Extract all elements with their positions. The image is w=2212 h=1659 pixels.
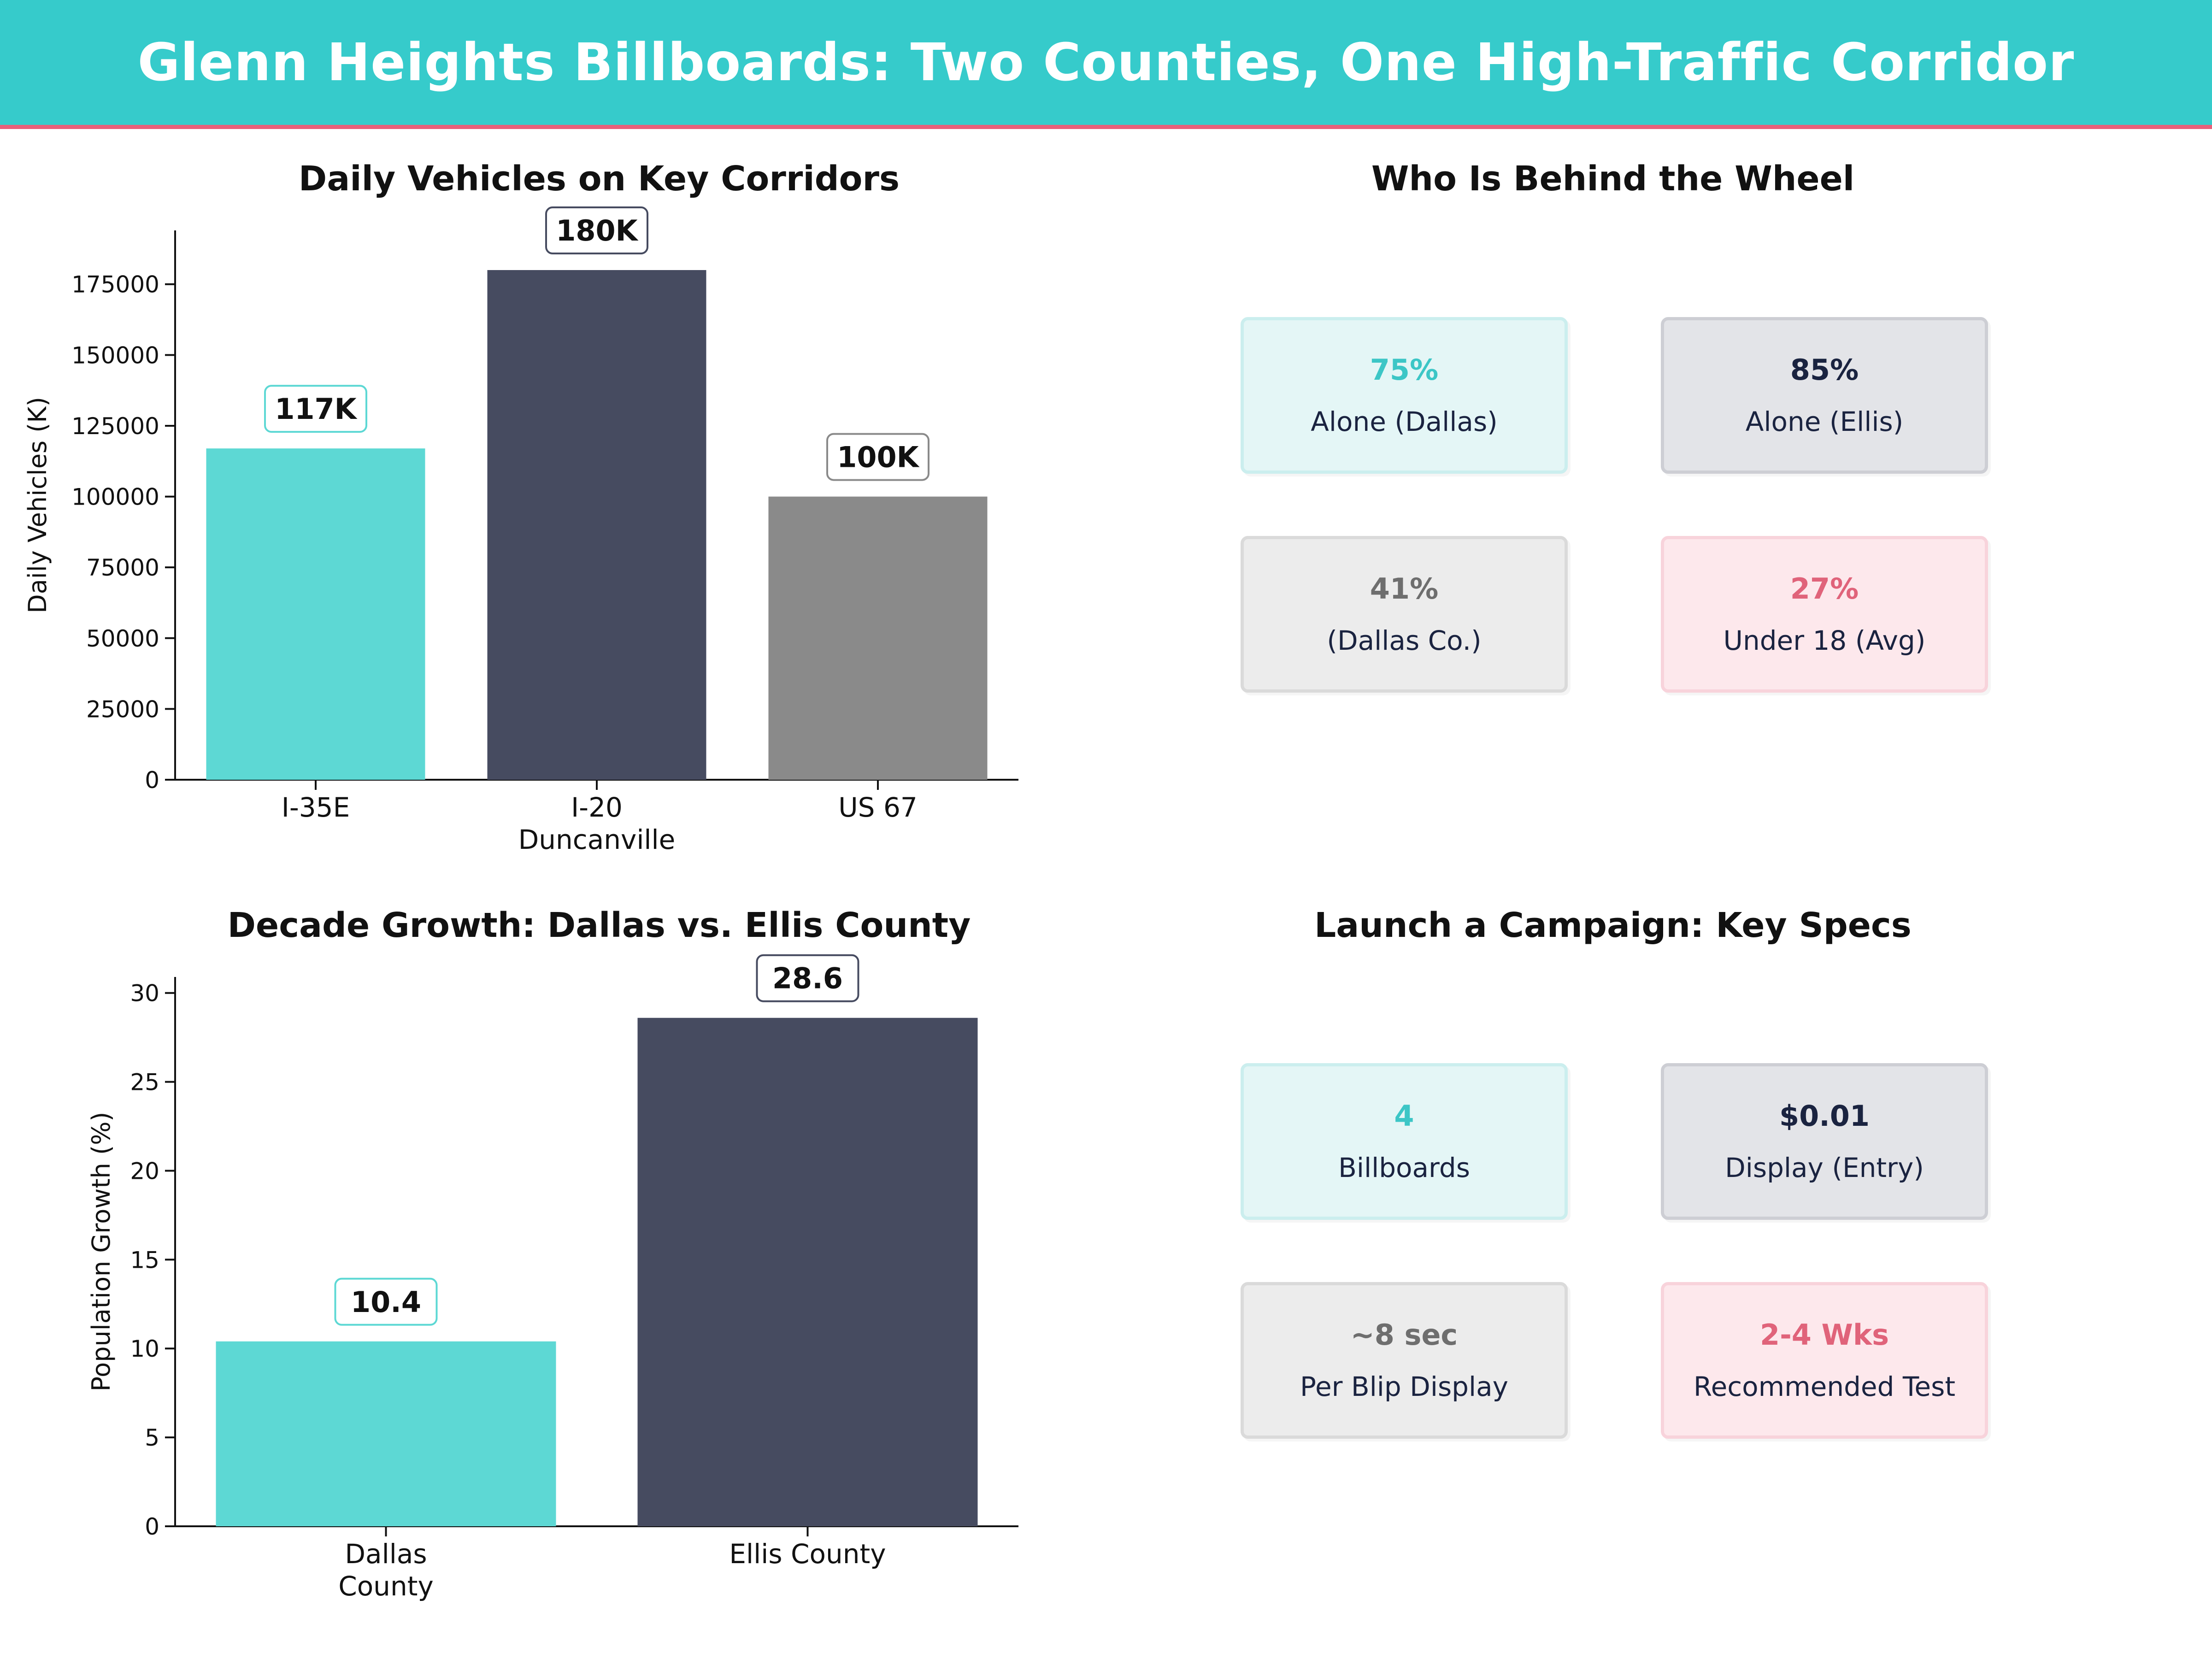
y-tick-label: 175000 <box>71 271 159 298</box>
data-label: 100K <box>837 441 919 474</box>
y-tick-label: 0 <box>145 767 159 794</box>
data-label-box <box>264 385 367 433</box>
data-label: 28.6 <box>772 962 843 995</box>
spec-label: Display (Entry) <box>1725 1152 1924 1183</box>
y-tick-label: 100000 <box>71 484 159 511</box>
stat-value: 27% <box>1790 572 1859 606</box>
data-label: 180K <box>556 214 638 247</box>
x-tick-label: Duncanville <box>518 824 676 855</box>
bar <box>206 448 425 780</box>
x-tick-label: I-20 <box>571 792 623 823</box>
stat-card-alone-ellis: 85% Alone (Ellis) <box>1661 317 1988 474</box>
data-label: 10.4 <box>351 1285 421 1319</box>
y-axis-label: Daily Vehicles (K) <box>23 397 52 613</box>
x-tick-label: County <box>338 1571 434 1602</box>
y-tick-label: 10 <box>130 1335 159 1362</box>
data-label-box <box>826 433 930 481</box>
spec-card-blip-display: ~8 sec Per Blip Display <box>1241 1282 1568 1439</box>
y-tick-label: 150000 <box>71 342 159 369</box>
y-tick-label: 15 <box>130 1247 159 1273</box>
stat-value: 85% <box>1790 353 1859 387</box>
x-tick-label: Ellis County <box>729 1538 886 1570</box>
stat-card-alone-dallas: 75% Alone (Dallas) <box>1241 317 1568 474</box>
data-label-box <box>334 1277 438 1326</box>
data-label-box <box>545 206 648 255</box>
bar <box>216 1341 556 1526</box>
page-title: Glenn Heights Billboards: Two Counties, … <box>137 32 2075 93</box>
specs-panel-title: Launch a Campaign: Key Specs <box>1314 906 1912 945</box>
x-tick-label: I-35E <box>282 792 350 823</box>
stat-label: Alone (Ellis) <box>1745 406 1904 437</box>
spec-card-billboards: 4 Billboards <box>1241 1063 1568 1220</box>
y-tick-label: 5 <box>145 1424 159 1451</box>
spec-value: ~8 sec <box>1350 1318 1458 1352</box>
y-tick-label: 25 <box>130 1069 159 1096</box>
stat-card-under-18: 27% Under 18 (Avg) <box>1661 536 1988 693</box>
stat-value: 41% <box>1370 572 1439 606</box>
y-tick-label: 50000 <box>86 625 159 652</box>
x-tick-label: Dallas <box>345 1538 427 1570</box>
stat-label: (Dallas Co.) <box>1327 625 1482 656</box>
header-banner: Glenn Heights Billboards: Two Counties, … <box>0 0 2212 129</box>
drivers-panel-title: Who Is Behind the Wheel <box>1371 159 1855 199</box>
spec-value: 2-4 Wks <box>1759 1318 1889 1352</box>
spec-label: Per Blip Display <box>1300 1371 1508 1402</box>
x-tick-label: US 67 <box>838 792 918 823</box>
y-tick-label: 75000 <box>86 554 159 581</box>
spec-label: Billboards <box>1338 1152 1470 1183</box>
y-tick-label: 125000 <box>71 413 159 440</box>
data-label-box <box>756 954 859 1002</box>
spec-card-display-entry: $0.01 Display (Entry) <box>1661 1063 1988 1220</box>
bar <box>487 270 706 780</box>
data-label: 117K <box>275 392 357 426</box>
spec-card-recommended-test: 2-4 Wks Recommended Test <box>1661 1282 1988 1439</box>
y-tick-label: 25000 <box>86 696 159 723</box>
chart2-title: Decade Growth: Dallas vs. Ellis County <box>227 906 971 945</box>
spec-label: Recommended Test <box>1693 1371 1956 1402</box>
y-tick-label: 0 <box>145 1513 159 1540</box>
bar <box>637 1018 978 1526</box>
stat-label: Under 18 (Avg) <box>1723 625 1926 656</box>
bar <box>768 496 988 780</box>
spec-value: 4 <box>1394 1099 1414 1133</box>
spec-value: $0.01 <box>1779 1099 1870 1133</box>
stat-card-dallas-co: 41% (Dallas Co.) <box>1241 536 1568 693</box>
y-axis-label: Population Growth (%) <box>87 1112 116 1392</box>
stat-label: Alone (Dallas) <box>1311 406 1498 437</box>
y-tick-label: 20 <box>130 1158 159 1184</box>
chart1-title: Daily Vehicles on Key Corridors <box>298 159 900 199</box>
y-tick-label: 30 <box>130 980 159 1007</box>
stat-value: 75% <box>1370 353 1439 387</box>
